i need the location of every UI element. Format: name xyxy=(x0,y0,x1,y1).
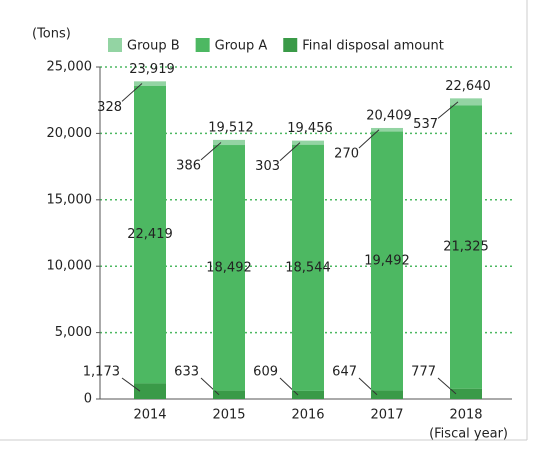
total-label: 20,409 xyxy=(366,108,412,123)
total-label: 22,640 xyxy=(445,79,491,94)
legend-label: Group A xyxy=(215,39,268,54)
bar-segment xyxy=(371,131,403,391)
data-label: 1,173 xyxy=(83,365,120,380)
data-label: 328 xyxy=(97,100,122,115)
legend-label: Final disposal amount xyxy=(302,39,444,54)
total-label: 19,512 xyxy=(208,120,254,135)
leader-line xyxy=(121,83,143,102)
bar-segment xyxy=(292,140,324,145)
legend-swatch xyxy=(108,38,122,52)
x-tick-label: 2018 xyxy=(449,408,482,423)
data-label: 270 xyxy=(334,146,359,161)
bar-segment xyxy=(213,390,245,399)
data-label: 19,492 xyxy=(364,253,410,268)
bar-segment xyxy=(450,105,482,389)
leader-line xyxy=(200,142,222,161)
y-tick-label: 5,000 xyxy=(55,325,92,340)
bar-segment xyxy=(371,127,403,132)
data-label: 777 xyxy=(411,365,436,380)
x-tick-label: 2015 xyxy=(212,408,245,423)
data-label: 22,419 xyxy=(127,227,173,242)
x-tick-label: 2017 xyxy=(370,408,403,423)
legend-swatch xyxy=(195,38,210,52)
x-tick-label: 2014 xyxy=(133,408,166,423)
leader-line xyxy=(437,377,457,395)
bar-segment xyxy=(213,145,245,391)
y-unit: (Tons) xyxy=(32,27,71,42)
bar-segment xyxy=(371,390,403,399)
leader-line xyxy=(121,377,141,392)
y-tick-label: 0 xyxy=(84,392,92,407)
bar-segment xyxy=(450,98,482,106)
legend-label: Group B xyxy=(127,39,180,54)
legend-swatch xyxy=(283,38,298,52)
data-label: 18,544 xyxy=(285,260,331,275)
total-label: 19,456 xyxy=(287,121,333,136)
data-label: 537 xyxy=(413,117,438,132)
bar-segment xyxy=(134,85,166,384)
bar-segment xyxy=(134,383,166,399)
leader-line xyxy=(358,377,378,396)
x-tick-label: 2016 xyxy=(291,408,324,423)
y-tick-label: 15,000 xyxy=(47,192,93,207)
total-label: 23,919 xyxy=(129,62,175,77)
y-tick-label: 10,000 xyxy=(47,259,93,274)
leader-line xyxy=(279,377,299,396)
leader-line xyxy=(358,129,380,149)
y-tick-label: 20,000 xyxy=(47,126,93,141)
data-label: 386 xyxy=(176,158,201,173)
bar-segment xyxy=(450,388,482,399)
y-tick-label: 25,000 xyxy=(47,60,93,75)
x-unit: (Fiscal year) xyxy=(429,427,508,442)
data-label: 18,492 xyxy=(206,260,252,275)
leader-line xyxy=(279,142,301,161)
data-label: 303 xyxy=(255,159,280,174)
bar-segment xyxy=(213,139,245,146)
leader-line xyxy=(437,101,459,119)
data-label: 21,325 xyxy=(443,240,489,255)
bar-segment xyxy=(292,390,324,399)
data-label: 633 xyxy=(174,365,199,380)
data-label: 609 xyxy=(253,365,278,380)
bar-segment xyxy=(134,81,166,86)
leader-line xyxy=(200,377,220,396)
data-label: 647 xyxy=(332,365,357,380)
bar-segment xyxy=(292,144,324,391)
